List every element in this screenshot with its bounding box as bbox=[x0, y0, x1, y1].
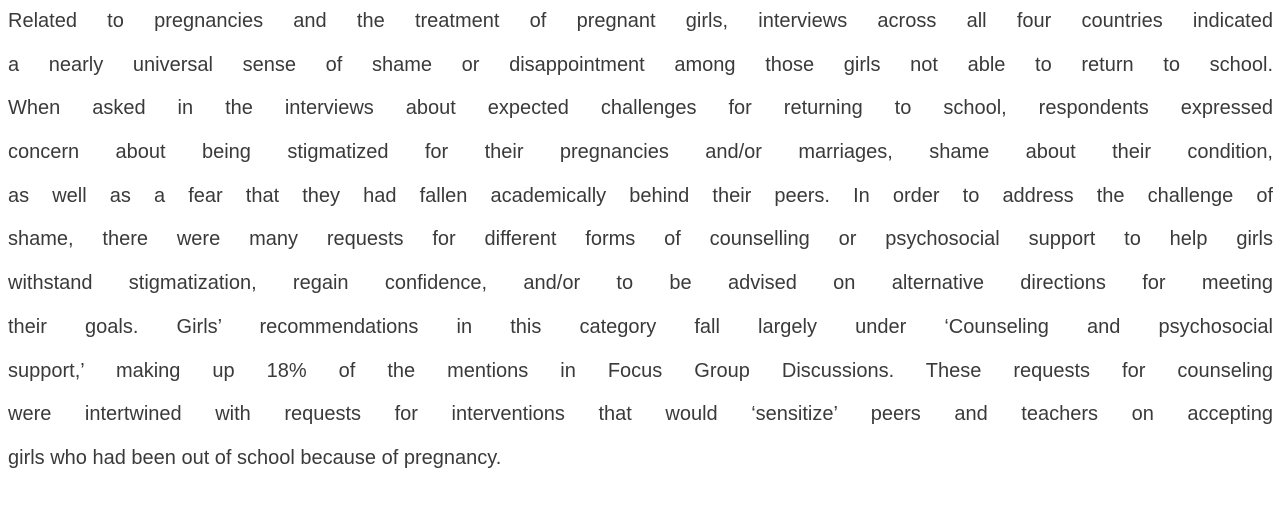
paragraph: Related to pregnancies and the treatment… bbox=[8, 0, 1273, 481]
text-line: their goals. Girls’ recommendations in t… bbox=[8, 315, 1273, 338]
text-line: shame, there were many requests for diff… bbox=[8, 228, 1273, 251]
text-line: Related to pregnancies and the treatment… bbox=[8, 10, 1273, 32]
text-line: girls who had been out of school because… bbox=[8, 446, 502, 469]
text-line: support,’ making up 18% of the mentions … bbox=[8, 359, 1273, 382]
text-line: a nearly universal sense of shame or dis… bbox=[8, 53, 1273, 76]
text-line: were intertwined with requests for inter… bbox=[8, 403, 1273, 426]
text-line: as well as a fear that they had fallen a… bbox=[8, 184, 1273, 207]
text-line: concern about being stigmatized for thei… bbox=[8, 141, 1273, 164]
text-line: When asked in the interviews about expec… bbox=[8, 97, 1273, 120]
text-line: withstand stigmatization, regain confide… bbox=[8, 272, 1273, 295]
